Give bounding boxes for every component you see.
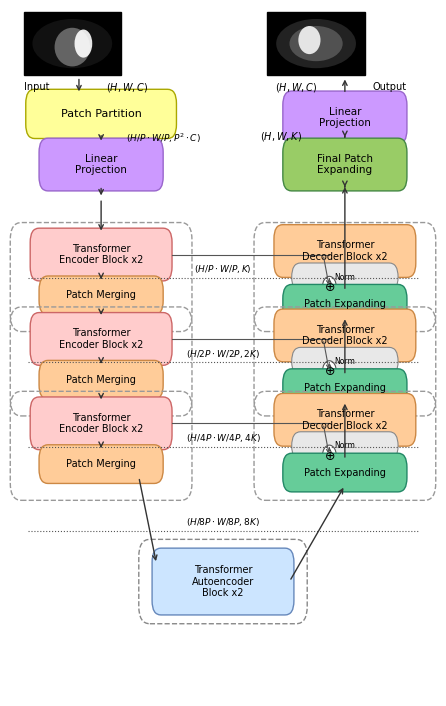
FancyBboxPatch shape [283,453,407,492]
FancyBboxPatch shape [274,225,416,277]
Text: Patch Merging: Patch Merging [66,459,136,469]
Text: Transformer
Encoder Block x2: Transformer Encoder Block x2 [59,244,143,265]
FancyBboxPatch shape [292,347,398,376]
Text: $(H, W, C)$: $(H, W, C)$ [107,80,149,94]
Text: $(H/4P \cdot W/4P, 4K)$: $(H/4P \cdot W/4P, 4K)$ [186,432,260,444]
FancyBboxPatch shape [267,12,365,76]
Text: $(H/8P \cdot W/8P, 8K)$: $(H/8P \cdot W/8P, 8K)$ [186,517,260,529]
Text: Transformer
Decoder Block x2: Transformer Decoder Block x2 [302,409,388,431]
FancyBboxPatch shape [274,309,416,361]
Text: $(H, W, C)$: $(H, W, C)$ [275,80,318,94]
FancyBboxPatch shape [292,263,398,291]
Text: Input: Input [24,82,50,92]
Ellipse shape [298,26,321,54]
Text: $\oplus$: $\oplus$ [324,281,335,294]
FancyBboxPatch shape [39,360,163,399]
FancyBboxPatch shape [152,548,294,615]
Text: Linear
Projection: Linear Projection [319,107,371,128]
Text: Patch Merging: Patch Merging [66,375,136,385]
Ellipse shape [33,19,112,68]
Text: $(H, W, K)$: $(H, W, K)$ [260,130,301,143]
FancyBboxPatch shape [292,432,398,460]
Circle shape [322,361,336,383]
Text: Transformer
Autoencoder
Block x2: Transformer Autoencoder Block x2 [192,565,254,598]
Text: Output: Output [372,82,406,92]
Circle shape [322,276,336,299]
Ellipse shape [289,26,343,61]
Circle shape [322,445,336,467]
FancyBboxPatch shape [283,369,407,407]
FancyBboxPatch shape [30,313,172,365]
Ellipse shape [276,19,356,68]
FancyBboxPatch shape [30,397,172,450]
FancyBboxPatch shape [274,393,416,446]
FancyBboxPatch shape [39,445,163,484]
Text: $(H/P \cdot W/P, P^2 \cdot C)$: $(H/P \cdot W/P, P^2 \cdot C)$ [126,132,201,145]
Text: Transformer
Decoder Block x2: Transformer Decoder Block x2 [302,240,388,262]
Text: Linear
Projection: Linear Projection [75,154,127,175]
FancyBboxPatch shape [39,138,163,191]
Text: Transformer
Decoder Block x2: Transformer Decoder Block x2 [302,325,388,346]
Text: Transformer
Encoder Block x2: Transformer Encoder Block x2 [59,328,143,349]
FancyBboxPatch shape [30,228,172,281]
Text: Norm: Norm [334,273,355,282]
FancyBboxPatch shape [26,89,177,138]
Text: Patch Expanding: Patch Expanding [304,299,386,309]
Text: Patch Merging: Patch Merging [66,290,136,300]
Text: Transformer
Encoder Block x2: Transformer Encoder Block x2 [59,412,143,434]
Text: Norm: Norm [334,441,355,450]
Text: Norm: Norm [334,357,355,366]
Ellipse shape [74,30,92,58]
Text: Patch Partition: Patch Partition [61,109,141,119]
Text: Patch Expanding: Patch Expanding [304,467,386,477]
Ellipse shape [54,28,90,66]
Text: Patch Expanding: Patch Expanding [304,383,386,393]
Text: $(H/2P \cdot W/2P, 2K)$: $(H/2P \cdot W/2P, 2K)$ [186,347,260,359]
FancyBboxPatch shape [24,12,121,76]
FancyBboxPatch shape [283,285,407,323]
FancyBboxPatch shape [39,276,163,315]
Text: $(H/P \cdot W/P, K)$: $(H/P \cdot W/P, K)$ [194,263,252,275]
Text: Final Patch
Expanding: Final Patch Expanding [317,154,373,175]
Text: $\oplus$: $\oplus$ [324,366,335,378]
FancyBboxPatch shape [283,138,407,191]
FancyBboxPatch shape [283,91,407,144]
Text: $\oplus$: $\oplus$ [324,450,335,463]
